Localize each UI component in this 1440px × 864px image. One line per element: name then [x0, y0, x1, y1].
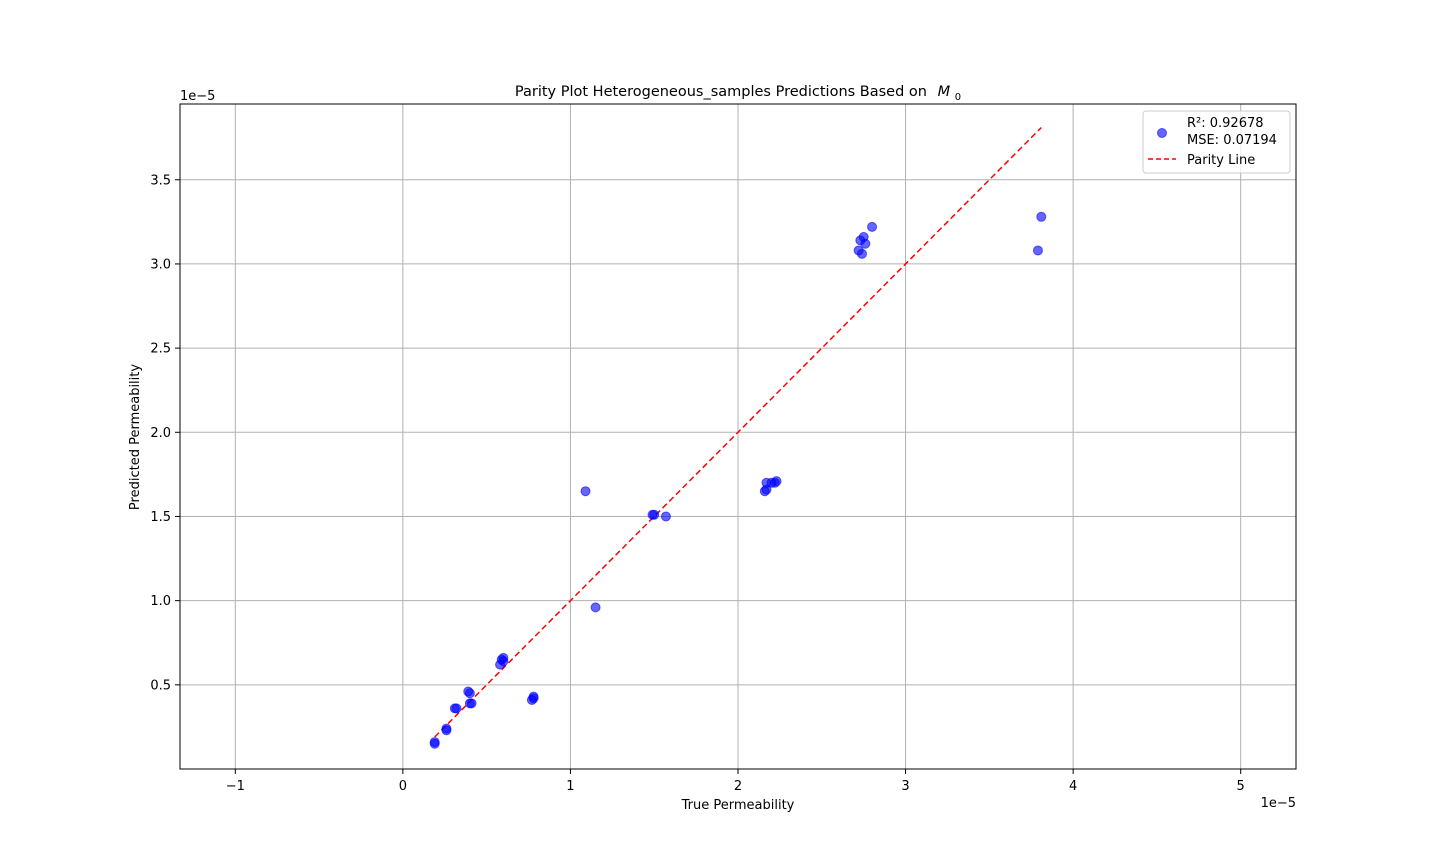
grid-lines [180, 104, 1296, 769]
chart-title: Parity Plot Heterogeneous_samples Predic… [515, 84, 961, 103]
scatter-point [867, 221, 878, 232]
y-tick-label: 3.5 [150, 173, 171, 188]
x-tick-label: 0 [399, 779, 407, 794]
scatter-point [580, 486, 591, 497]
y-axis-ticks: 0.5 1.0 1.5 2.0 2.5 3.0 3.5 [150, 173, 180, 693]
scatter-point [860, 238, 871, 249]
scatter-point [771, 476, 782, 487]
x-tick-label: −1 [226, 779, 245, 794]
x-tick-label: 2 [734, 779, 742, 794]
parity-line [434, 127, 1042, 738]
scatter-point [429, 738, 440, 749]
chart-title-text: Parity Plot Heterogeneous_samples Predic… [515, 84, 927, 100]
scatter-points-layer [429, 211, 1047, 749]
scatter-point [1032, 245, 1043, 256]
x-tick-label: 4 [1069, 779, 1077, 794]
parity-line-layer [434, 127, 1042, 738]
y-tick-label: 3.0 [150, 257, 171, 272]
legend-box [1142, 110, 1291, 174]
y-axis-label: Predicted Permeability [128, 364, 143, 510]
legend-mse-text: MSE: 0.07194 [1187, 133, 1277, 148]
y-tick-label: 0.5 [150, 678, 171, 693]
y-tick-label: 1.5 [150, 510, 171, 525]
y-tick-label: 2.0 [150, 426, 171, 441]
legend-parity-line-label: Parity Line [1187, 153, 1255, 168]
scatter-point [649, 509, 660, 520]
y-tick-label: 2.5 [150, 342, 171, 357]
scatter-point [1036, 211, 1047, 222]
scatter-point [660, 511, 671, 522]
scatter-point [451, 703, 462, 714]
scatter-point [498, 656, 509, 667]
scatter-point [857, 248, 867, 259]
legend-r2-text: R²: 0.92678 [1187, 116, 1264, 131]
scatter-point [466, 698, 477, 709]
x-axis-label: True Permeability [681, 798, 795, 813]
scatter-point [441, 723, 452, 734]
x-axis-ticks: −1 0 1 2 3 4 5 [226, 769, 1245, 794]
chart-title-math-subscript: 0 [955, 92, 961, 103]
x-axis-offset-text: 1e−5 [1261, 796, 1296, 811]
x-tick-label: 1 [566, 779, 574, 794]
scatter-point [590, 602, 601, 613]
x-tick-label: 5 [1237, 779, 1245, 794]
legend: R²: 0.92678 MSE: 0.07194 Parity Line [1142, 110, 1291, 174]
scatter-point [528, 693, 539, 704]
y-axis-offset-text: 1e−5 [180, 89, 215, 104]
legend-scatter-marker [1157, 128, 1167, 138]
x-tick-label: 3 [901, 779, 909, 794]
scatter-point [464, 688, 475, 699]
y-tick-label: 1.0 [150, 594, 171, 609]
chart-title-math: M [938, 84, 951, 100]
